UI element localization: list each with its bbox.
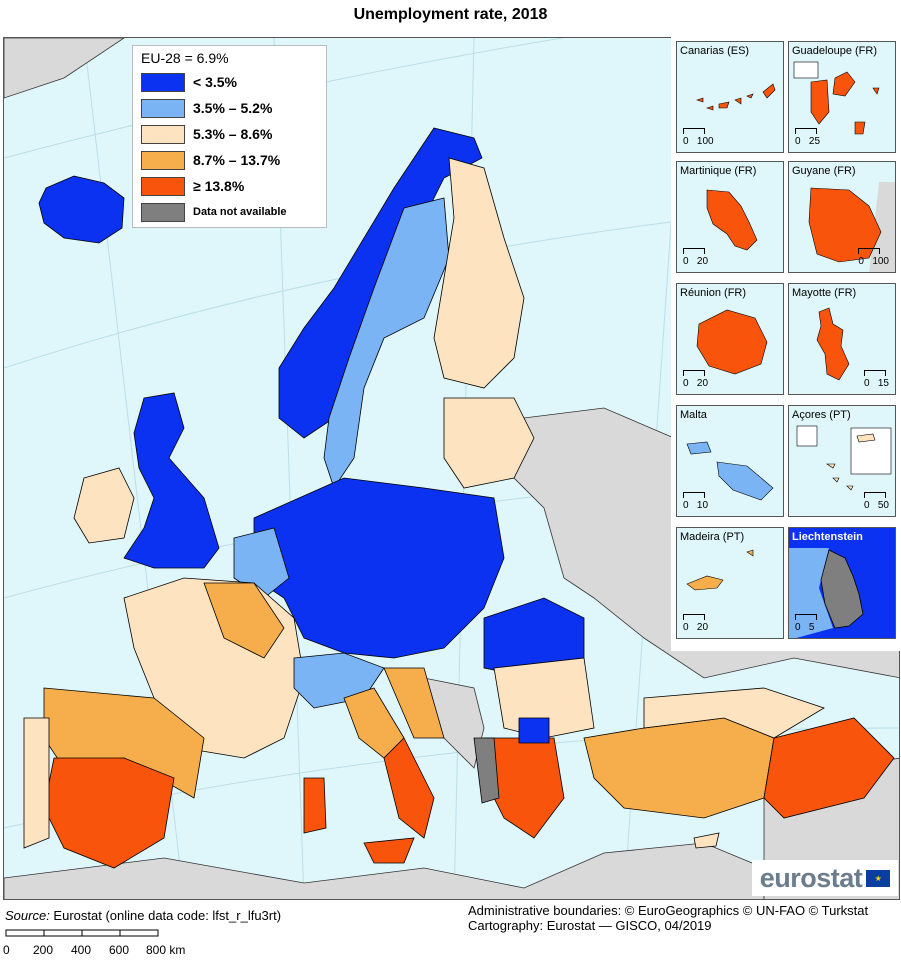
inset-shape bbox=[706, 189, 758, 251]
inset-scale: 0 5 bbox=[795, 614, 817, 633]
inset-name: Açores (PT) bbox=[792, 409, 851, 421]
inset-shape bbox=[696, 309, 768, 375]
inset-name: Mayotte (FR) bbox=[792, 287, 857, 299]
legend-row: 3.5% – 5.2% bbox=[141, 98, 272, 118]
scale-label: 200 bbox=[33, 943, 54, 957]
scale-label: 400 bbox=[71, 943, 92, 957]
inset-liechtenstein: Liechtenstein 0 5 bbox=[788, 527, 896, 639]
legend-swatch bbox=[141, 176, 185, 196]
legend-swatch bbox=[141, 124, 185, 144]
region-turkey-east bbox=[763, 717, 895, 819]
inset-madeira: Madeira (PT) 0 20 bbox=[676, 527, 784, 639]
region-turkey-west bbox=[583, 717, 775, 819]
legend-row: 8.7% – 13.7% bbox=[141, 150, 280, 170]
legend-label: ≥ 13.8% bbox=[193, 178, 245, 194]
inset-shape bbox=[808, 182, 895, 272]
region-north-macedonia bbox=[518, 717, 550, 744]
scale-label: 800 km bbox=[146, 943, 186, 957]
region-portugal bbox=[23, 717, 50, 849]
region-italy-south bbox=[383, 737, 435, 839]
inset-canarias: Canarias (ES) 0 100 bbox=[676, 41, 784, 153]
inset-malta: Malta 0 10 bbox=[676, 405, 784, 517]
region-sicily bbox=[363, 837, 415, 864]
region-croatia bbox=[383, 667, 445, 739]
credits-boundaries: Administrative boundaries: © EuroGeograp… bbox=[468, 903, 869, 918]
inset-scale: 0 10 bbox=[683, 492, 708, 511]
region-central bbox=[253, 477, 505, 659]
region-sardinia bbox=[303, 777, 327, 834]
inset-acores: Açores (PT) 0 50 bbox=[788, 405, 896, 517]
legend-row: ≥ 13.8% bbox=[141, 176, 244, 196]
inset-scale: 0 100 bbox=[683, 128, 714, 147]
legend-swatch bbox=[141, 72, 185, 92]
legend-row: Data not available bbox=[141, 202, 287, 222]
legend-swatch bbox=[141, 202, 185, 222]
region-france-ne bbox=[203, 582, 285, 659]
inset-name: Malta bbox=[680, 409, 707, 421]
inset-shape bbox=[789, 548, 864, 638]
inset-name: Madeira (PT) bbox=[680, 531, 745, 543]
region-baltics bbox=[443, 397, 535, 489]
inset-name: Liechtenstein bbox=[792, 531, 863, 543]
inset-scale: 0 20 bbox=[683, 614, 708, 633]
legend-row: < 3.5% bbox=[141, 72, 237, 92]
region-turkey-north bbox=[643, 687, 825, 739]
region-finland bbox=[433, 157, 525, 389]
scale-label: 600 bbox=[109, 943, 130, 957]
region-iceland bbox=[38, 175, 125, 244]
eu-flag-icon: ★ bbox=[866, 869, 891, 887]
legend: EU-28 = 6.9% < 3.5% 3.5% – 5.2% 5.3% – 8… bbox=[132, 45, 327, 228]
inset-name: Martinique (FR) bbox=[680, 165, 757, 177]
region-uk bbox=[123, 392, 220, 569]
region-benelux bbox=[233, 527, 290, 599]
scale-label: 0 bbox=[3, 943, 10, 957]
source-label: Source: bbox=[5, 908, 50, 923]
eurostat-logo: eurostat ★ bbox=[752, 860, 898, 896]
map-title: Unemployment rate, 2018 bbox=[353, 6, 548, 23]
inset-guadeloupe: Guadeloupe (FR) 0 25 bbox=[788, 41, 896, 153]
inset-scale: 0 50 bbox=[863, 492, 889, 511]
inset-scale: 0 25 bbox=[795, 128, 820, 147]
inset-name: Guyane (FR) bbox=[792, 165, 856, 177]
region-ireland bbox=[73, 467, 135, 544]
inset-shape bbox=[686, 549, 754, 591]
region-albania bbox=[473, 737, 500, 804]
legend-swatch bbox=[141, 150, 185, 170]
inset-shape bbox=[793, 61, 880, 135]
legend-label: 8.7% – 13.7% bbox=[193, 152, 281, 168]
source-note: Source: Eurostat (online data code: lfst… bbox=[5, 908, 281, 923]
inset-guyane: Guyane (FR) 0 100 bbox=[788, 161, 896, 273]
inset-name: Canarias (ES) bbox=[680, 45, 750, 57]
inset-name: Réunion (FR) bbox=[680, 287, 747, 299]
inset-scale: 0 20 bbox=[683, 370, 708, 389]
scale-ticks bbox=[5, 929, 159, 937]
legend-label: 3.5% – 5.2% bbox=[193, 100, 273, 116]
inset-scale: 0 100 bbox=[858, 248, 889, 267]
legend-label: Data not available bbox=[193, 206, 287, 218]
legend-swatch bbox=[141, 98, 185, 118]
credits: Administrative boundaries: © EuroGeograp… bbox=[468, 903, 868, 933]
credits-cartography: Cartography: Eurostat — GISCO, 04/2019 bbox=[468, 918, 712, 933]
inset-reunion: Réunion (FR) 0 20 bbox=[676, 283, 784, 395]
legend-label: 5.3% – 8.6% bbox=[193, 126, 273, 142]
region-cyprus bbox=[693, 832, 720, 849]
inset-name: Guadeloupe (FR) bbox=[792, 45, 877, 57]
inset-scale: 0 20 bbox=[683, 248, 708, 267]
eurostat-wordmark: eurostat bbox=[759, 862, 863, 893]
legend-label: < 3.5% bbox=[193, 74, 237, 90]
inset-shape bbox=[816, 307, 850, 381]
inset-martinique: Martinique (FR) 0 20 bbox=[676, 161, 784, 273]
inset-scale: 0 15 bbox=[863, 370, 889, 389]
inset-shape bbox=[796, 425, 892, 491]
legend-header: EU-28 = 6.9% bbox=[141, 50, 229, 66]
region-spain-south bbox=[43, 757, 175, 869]
inset-mayotte: Mayotte (FR) 0 15 bbox=[788, 283, 896, 395]
inset-shape bbox=[686, 441, 774, 501]
source-text: Eurostat (online data code: lfst_r_lfu3r… bbox=[49, 908, 282, 923]
legend-row: 5.3% – 8.6% bbox=[141, 124, 272, 144]
inset-shape bbox=[696, 83, 776, 111]
km-scale-bar: 0 200 400 600 800 km bbox=[3, 927, 185, 957]
